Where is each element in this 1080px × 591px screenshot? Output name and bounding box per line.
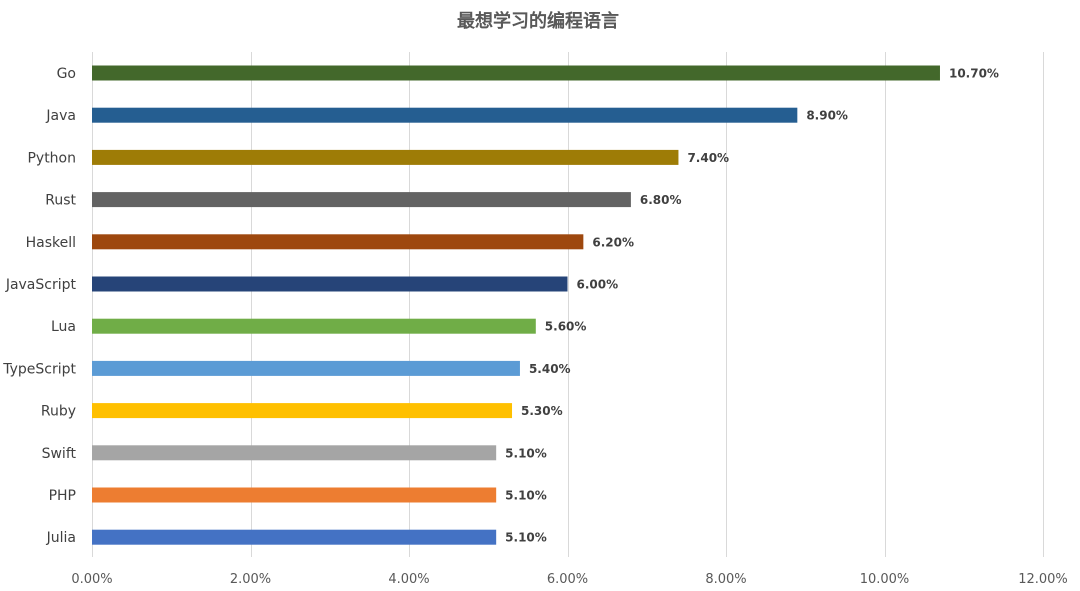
category-label: Rust: [45, 193, 76, 209]
data-label: 8.90%: [806, 109, 848, 123]
bar-ruby: [92, 403, 513, 419]
x-tick-label: 2.00%: [230, 572, 271, 587]
category-label: Ruby: [41, 404, 76, 420]
category-label: Haskell: [26, 235, 76, 251]
x-tick-label: 10.00%: [860, 572, 910, 587]
bar-php: [92, 487, 497, 503]
bar-lua: [92, 318, 536, 334]
data-label: 6.20%: [592, 235, 634, 249]
category-labels: Go Java Python Rust Haskell JavaScript Lua Type…: [2, 66, 76, 546]
data-label: 5.10%: [505, 531, 547, 545]
data-label: 6.00%: [577, 278, 619, 292]
data-label: 5.40%: [529, 362, 571, 376]
data-labels: 10.70% 8.90% 7.40% 6.80% 6.20% 6.00% 5.60% 5.40…: [505, 67, 999, 545]
category-label: Swift: [42, 446, 77, 462]
data-label: 6.80%: [640, 193, 682, 207]
bar-java: [92, 107, 798, 123]
data-label: 7.40%: [687, 151, 729, 165]
category-label: Java: [45, 108, 76, 124]
data-label: 5.30%: [521, 404, 563, 418]
category-label: Go: [57, 66, 76, 82]
x-tick-label: 12.00%: [1018, 572, 1068, 587]
data-label: 10.70%: [949, 67, 999, 81]
x-tick-label: 0.00%: [71, 572, 112, 587]
category-label: Lua: [51, 319, 76, 335]
category-label: JavaScript: [5, 277, 77, 293]
category-label: Python: [27, 150, 76, 166]
x-tick-label: 6.00%: [547, 572, 588, 587]
bar-rust: [92, 192, 631, 208]
category-label: TypeScript: [2, 361, 76, 377]
category-label: PHP: [49, 488, 76, 504]
bar-julia: [92, 529, 497, 545]
chart-title: 最想学习的编程语言: [457, 10, 619, 32]
category-label: Julia: [46, 530, 76, 546]
x-tick-label: 4.00%: [388, 572, 429, 587]
bar-haskell: [92, 234, 584, 250]
gridlines: [92, 52, 1044, 557]
x-tick-label: 8.00%: [705, 572, 746, 587]
bar-go: [92, 65, 940, 81]
bar-typescript: [92, 360, 520, 376]
data-label: 5.60%: [545, 320, 587, 334]
bar-python: [92, 149, 679, 165]
bar-javascript: [92, 276, 568, 292]
bars: [92, 65, 940, 545]
x-axis-tick-labels: 0.00% 2.00% 4.00% 6.00% 8.00% 10.00% 12.00%: [71, 572, 1067, 587]
data-label: 5.10%: [505, 489, 547, 503]
bar-swift: [92, 445, 497, 461]
data-label: 5.10%: [505, 446, 547, 460]
